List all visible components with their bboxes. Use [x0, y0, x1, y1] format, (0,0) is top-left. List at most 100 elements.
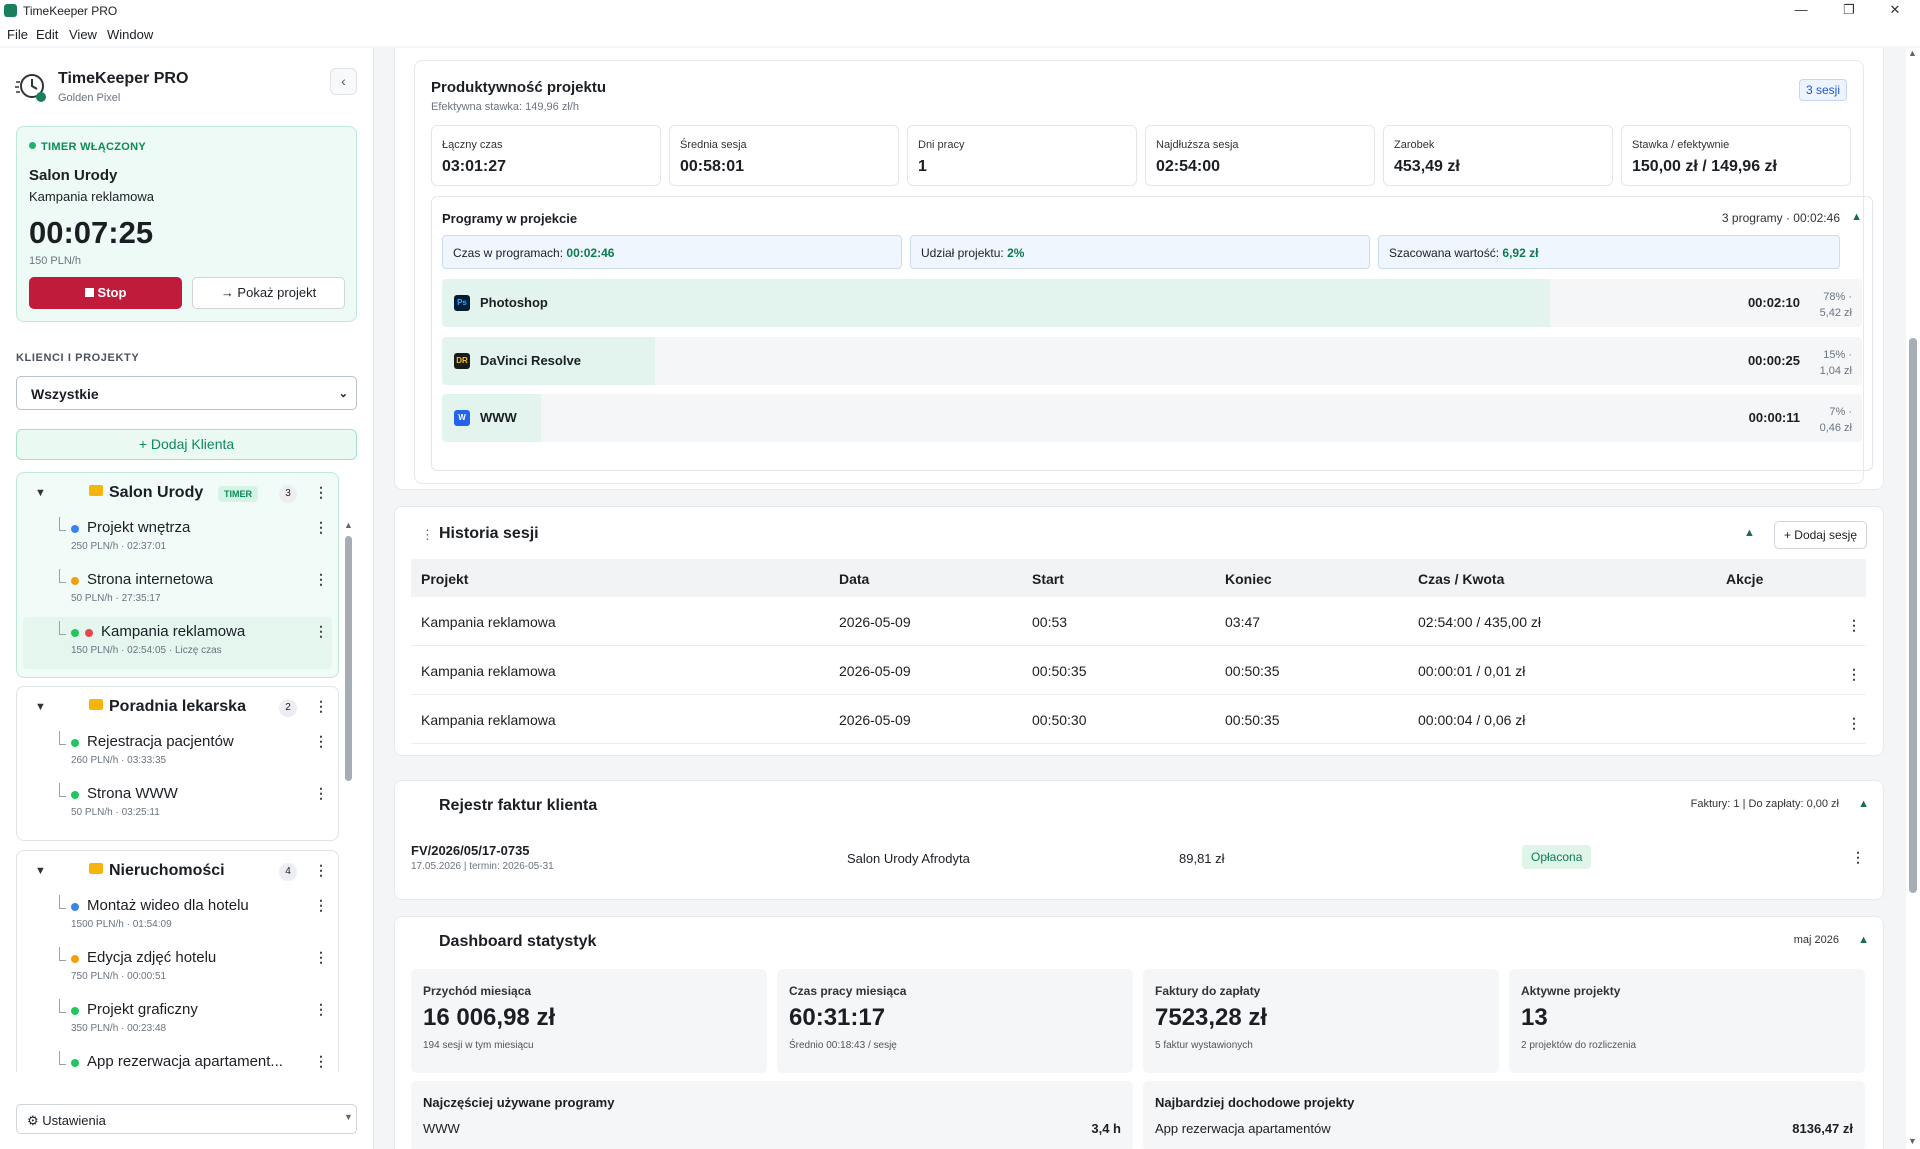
cell-project: Kampania reklamowa	[421, 712, 556, 728]
table-row[interactable]: Kampania reklamowa 2026-05-09 00:50:35 0…	[411, 646, 1866, 695]
more-icon[interactable]: ⋮	[314, 785, 328, 801]
program-row[interactable]: Ps Photoshop 00:02:10 78% · 5,42 zł	[442, 279, 1862, 327]
collapse-up-icon[interactable]: ▲	[1858, 798, 1869, 810]
collapse-triangle-icon[interactable]: ▼	[35, 701, 46, 713]
client-header[interactable]: ▼ Poradnia lekarska 2 ⋮	[17, 687, 338, 727]
program-share: 78% · 5,42 zł	[1819, 291, 1852, 319]
drag-handle-icon[interactable]: ⋮	[421, 527, 434, 542]
maximize-icon[interactable]: ❐	[1843, 2, 1855, 17]
stat-value: 00:58:01	[680, 158, 745, 175]
project-item[interactable]: Edycja zdjęć hotelu 750 PLN/h · 00:00:51…	[17, 943, 338, 995]
project-count-badge: 2	[279, 699, 297, 717]
row-actions-icon[interactable]: ⋮	[1847, 715, 1861, 731]
kpi-sub: Średnio 00:18:43 / sesję	[789, 1040, 897, 1051]
kpi-value: 16 006,98 zł	[423, 1004, 556, 1031]
more-icon[interactable]: ⋮	[314, 897, 328, 913]
invoice-actions-icon[interactable]: ⋮	[1851, 849, 1865, 865]
sidebar-scroll-thumb[interactable]	[345, 536, 352, 781]
project-count-badge: 3	[279, 485, 297, 503]
add-client-button[interactable]: + Dodaj Klienta	[16, 429, 357, 460]
project-color-dot	[71, 791, 79, 799]
col-project[interactable]: Projekt	[421, 571, 469, 587]
minimize-icon[interactable]: —	[1794, 2, 1808, 17]
collapse-up-icon[interactable]: ▲	[1851, 211, 1862, 223]
scroll-down-icon[interactable]: ▼	[1908, 1136, 1917, 1146]
chevron-left-icon: ‹	[341, 73, 346, 89]
table-row[interactable]: Kampania reklamowa 2026-05-09 00:53 03:4…	[411, 597, 1866, 646]
timer-project: Kampania reklamowa	[29, 189, 155, 204]
col-end[interactable]: Koniec	[1225, 571, 1272, 587]
tree-branch	[59, 999, 66, 1013]
project-item[interactable]: Strona internetowa 50 PLN/h · 27:35:17 ⋮	[17, 565, 338, 617]
tree-branch	[59, 569, 66, 583]
scroll-down-icon[interactable]: ▼	[344, 1112, 353, 1122]
effective-rate: Efektywna stawka: 149,96 zł/h	[431, 101, 579, 113]
invoice-number[interactable]: FV/2026/05/17-0735	[411, 843, 530, 858]
client-header[interactable]: ▼ Nieruchomości 4 ⋮	[17, 851, 338, 891]
program-row[interactable]: DR DaVinci Resolve 00:00:25 15% · 1,04 zł	[442, 337, 1862, 385]
program-row[interactable]: W WWW 00:00:11 7% · 0,46 zł	[442, 394, 1862, 442]
top-programs-title: Najczęściej używane programy	[423, 1095, 615, 1110]
add-session-button[interactable]: + Dodaj sesję	[1773, 521, 1867, 549]
more-icon[interactable]: ⋮	[314, 519, 328, 535]
more-icon[interactable]: ⋮	[314, 862, 328, 878]
stop-button[interactable]: Stop	[29, 277, 182, 309]
active-timer-card: TIMER WŁĄCZONY Salon Urody Kampania rekl…	[16, 126, 357, 322]
col-start[interactable]: Start	[1032, 571, 1064, 587]
title-bar: TimeKeeper PRO — ❐ ✕	[0, 0, 1920, 22]
project-item[interactable]: App rezerwacja apartament... ⋮	[17, 1047, 338, 1072]
main-scroll-thumb[interactable]	[1909, 338, 1917, 893]
collapse-sidebar-button[interactable]: ‹	[330, 68, 357, 95]
invoice-client: Salon Urody Afrodyta	[847, 851, 970, 866]
project-item[interactable]: Projekt wnętrza 250 PLN/h · 02:37:01 ⋮	[17, 513, 338, 565]
cell-start: 00:50:35	[1032, 663, 1087, 679]
scroll-up-icon[interactable]: ▲	[344, 520, 353, 530]
project-item[interactable]: Projekt graficzny 350 PLN/h · 00:23:48 ⋮	[17, 995, 338, 1047]
menu-window[interactable]: Window	[107, 27, 154, 42]
row-actions-icon[interactable]: ⋮	[1847, 666, 1861, 682]
col-date[interactable]: Data	[839, 571, 870, 587]
collapse-triangle-icon[interactable]: ▼	[35, 487, 46, 499]
sidebar-scrollbar[interactable]: ▲ ▼	[344, 520, 353, 1122]
project-item[interactable]: Strona WWW 50 PLN/h · 03:25:11 ⋮	[17, 779, 338, 831]
more-icon[interactable]: ⋮	[314, 484, 328, 500]
project-item[interactable]: Rejestracja pacjentów 260 PLN/h · 03:33:…	[17, 727, 338, 779]
menu-edit[interactable]: Edit	[36, 27, 59, 42]
project-meta: 50 PLN/h · 03:25:11	[71, 807, 160, 818]
table-row[interactable]: Kampania reklamowa 2026-05-09 00:50:30 0…	[411, 695, 1866, 744]
show-project-button[interactable]: → Pokaż projekt	[192, 277, 345, 309]
invoice-dates: 17.05.2026 | termin: 2026-05-31	[411, 861, 554, 872]
web-icon: W	[454, 410, 470, 426]
project-item-active[interactable]: Kampania reklamowa 150 PLN/h · 02:54:05 …	[23, 617, 332, 669]
client-filter-select[interactable]: Wszystkie ⌄	[16, 376, 357, 410]
collapse-triangle-icon[interactable]: ▼	[35, 865, 46, 877]
stat-rate: Stawka / efektywnie 150,00 zł / 149,96 z…	[1621, 125, 1851, 186]
productivity-card: Produktywność projektu Efektywna stawka:…	[414, 60, 1873, 484]
app-icon	[4, 4, 17, 17]
more-icon[interactable]: ⋮	[314, 1001, 328, 1017]
window-title: TimeKeeper PRO	[23, 4, 118, 18]
row-actions-icon[interactable]: ⋮	[1847, 617, 1861, 633]
scroll-up-icon[interactable]: ▲	[1908, 48, 1917, 58]
history-table-header: Projekt Data Start Koniec Czas / Kwota A…	[411, 559, 1866, 597]
davinci-resolve-icon: DR	[454, 353, 470, 369]
stop-icon	[84, 288, 94, 297]
close-icon[interactable]: ✕	[1889, 2, 1901, 17]
collapse-up-icon[interactable]: ▲	[1744, 527, 1755, 539]
brand-subtitle: Golden Pixel	[58, 92, 121, 104]
menu-view[interactable]: View	[69, 27, 97, 42]
tree-branch	[59, 731, 66, 745]
client-header[interactable]: ▼ Salon Urody TIMER 3 ⋮	[17, 473, 338, 513]
col-time-amount[interactable]: Czas / Kwota	[1418, 571, 1505, 587]
menu-file[interactable]: File	[7, 27, 28, 42]
more-icon[interactable]: ⋮	[314, 1053, 328, 1069]
project-item[interactable]: Montaż wideo dla hotelu 1500 PLN/h · 01:…	[17, 891, 338, 943]
more-icon[interactable]: ⋮	[314, 698, 328, 714]
top-project-value: 8136,47 zł	[1792, 1121, 1853, 1136]
more-icon[interactable]: ⋮	[314, 733, 328, 749]
collapse-up-icon[interactable]: ▲	[1858, 934, 1869, 946]
settings-button[interactable]: ⚙ Ustawienia	[16, 1104, 357, 1134]
more-icon[interactable]: ⋮	[314, 949, 328, 965]
more-icon[interactable]: ⋮	[314, 571, 328, 587]
more-icon[interactable]: ⋮	[314, 623, 328, 639]
